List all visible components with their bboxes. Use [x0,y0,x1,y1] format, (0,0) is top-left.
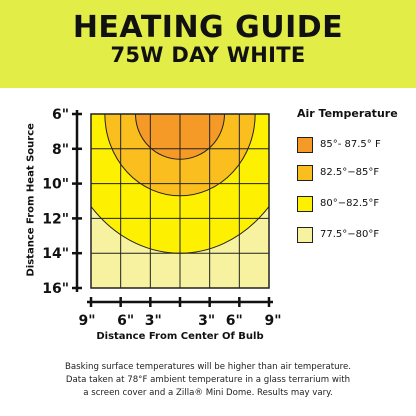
legend-swatch-4 [297,227,313,243]
x-tick-label-3: 3" [198,313,215,329]
y-tick-label-3: 12" [42,211,69,227]
x-tick-label-2: 3" [145,313,162,329]
footnote: Basking surface temperatures will be hig… [0,361,416,400]
legend-title: Air Temperature [297,107,398,120]
legend-label-2: 82.5°−85°F [320,167,380,178]
legend-swatch-3 [297,196,313,212]
header-banner [0,0,416,88]
page-subtitle: 75W DAY WHITE [110,43,306,67]
y-tick-label-2: 10" [42,177,69,193]
x-axis-label: Distance From Center Of Bulb [96,331,264,342]
footnote-line-2: Data taken at 78°F ambient temperature i… [65,375,351,385]
legend-swatch-2 [297,165,313,181]
y-tick-label-4: 14" [42,246,69,262]
x-tick-label-0: 9" [78,313,95,329]
x-tick-label-5: 9" [264,313,281,329]
y-tick-label-0: 6" [52,107,69,123]
legend-label-1: 85°- 87.5° F [320,139,381,150]
y-tick-label-1: 8" [52,142,69,158]
legend-swatch-1 [297,137,313,153]
footnote-line-3: a screen cover and a Zilla® Mini Dome. R… [83,388,333,398]
y-axis-label: Distance From Heat Source [25,123,37,277]
legend-label-4: 77.5°−80°F [320,229,380,240]
footnote-line-1: Basking surface temperatures will be hig… [65,362,351,372]
plot-frame [90,113,270,289]
x-tick-label-4: 6" [226,313,243,329]
legend-label-3: 80°−82.5°F [320,198,380,209]
y-tick-label-5: 16" [42,281,69,297]
page-title: HEATING GUIDE [72,10,344,45]
x-tick-label-1: 6" [117,313,134,329]
